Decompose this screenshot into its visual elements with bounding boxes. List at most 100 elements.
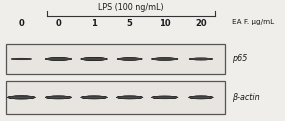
Ellipse shape xyxy=(117,96,142,99)
Ellipse shape xyxy=(190,97,212,98)
Ellipse shape xyxy=(190,97,212,98)
Ellipse shape xyxy=(45,96,72,99)
Ellipse shape xyxy=(117,58,142,60)
Ellipse shape xyxy=(46,58,71,60)
Ellipse shape xyxy=(11,58,31,60)
Ellipse shape xyxy=(8,97,34,98)
Ellipse shape xyxy=(152,96,178,98)
Ellipse shape xyxy=(11,58,31,60)
Ellipse shape xyxy=(190,58,212,60)
Ellipse shape xyxy=(117,58,142,60)
Ellipse shape xyxy=(47,97,70,98)
Ellipse shape xyxy=(190,97,212,98)
Ellipse shape xyxy=(9,97,34,98)
Ellipse shape xyxy=(117,58,142,60)
Ellipse shape xyxy=(82,97,106,98)
Ellipse shape xyxy=(46,58,71,60)
Ellipse shape xyxy=(152,58,177,60)
Ellipse shape xyxy=(82,97,106,98)
Ellipse shape xyxy=(153,97,177,98)
Ellipse shape xyxy=(189,58,213,60)
Ellipse shape xyxy=(11,58,32,60)
Ellipse shape xyxy=(11,58,32,60)
Ellipse shape xyxy=(152,97,177,98)
Ellipse shape xyxy=(82,58,106,60)
Ellipse shape xyxy=(45,58,72,60)
Ellipse shape xyxy=(190,58,212,60)
Ellipse shape xyxy=(11,58,31,60)
Ellipse shape xyxy=(117,57,142,60)
Ellipse shape xyxy=(190,97,212,98)
Ellipse shape xyxy=(152,58,178,60)
Ellipse shape xyxy=(46,96,71,99)
Ellipse shape xyxy=(11,58,31,60)
Ellipse shape xyxy=(118,97,141,98)
Ellipse shape xyxy=(45,57,72,60)
Ellipse shape xyxy=(117,96,142,98)
Ellipse shape xyxy=(81,57,107,60)
Ellipse shape xyxy=(118,58,141,60)
Ellipse shape xyxy=(190,58,212,60)
Ellipse shape xyxy=(189,96,213,99)
Ellipse shape xyxy=(46,58,71,60)
Ellipse shape xyxy=(11,58,32,60)
Ellipse shape xyxy=(82,97,106,98)
Ellipse shape xyxy=(117,58,142,60)
Ellipse shape xyxy=(189,96,213,99)
Ellipse shape xyxy=(46,96,71,98)
Ellipse shape xyxy=(118,97,142,98)
Ellipse shape xyxy=(116,96,143,99)
Ellipse shape xyxy=(46,58,71,60)
Ellipse shape xyxy=(9,97,34,98)
Ellipse shape xyxy=(45,58,72,60)
Ellipse shape xyxy=(46,58,71,60)
Ellipse shape xyxy=(8,97,34,98)
Ellipse shape xyxy=(11,58,31,60)
Ellipse shape xyxy=(82,97,106,98)
Ellipse shape xyxy=(11,58,31,60)
Text: EA F. μg/mL: EA F. μg/mL xyxy=(232,19,274,25)
Ellipse shape xyxy=(116,96,143,99)
Ellipse shape xyxy=(116,96,143,99)
Ellipse shape xyxy=(46,97,70,98)
Ellipse shape xyxy=(190,97,212,98)
Ellipse shape xyxy=(190,58,212,60)
Ellipse shape xyxy=(45,58,72,60)
Ellipse shape xyxy=(117,96,142,99)
Ellipse shape xyxy=(45,96,72,99)
Ellipse shape xyxy=(188,96,213,99)
Ellipse shape xyxy=(8,96,35,99)
Ellipse shape xyxy=(152,96,178,98)
Ellipse shape xyxy=(190,97,212,98)
Ellipse shape xyxy=(9,97,34,98)
Ellipse shape xyxy=(117,58,142,60)
Ellipse shape xyxy=(11,58,32,60)
Ellipse shape xyxy=(118,97,141,98)
Ellipse shape xyxy=(82,97,106,98)
Ellipse shape xyxy=(81,96,107,99)
Ellipse shape xyxy=(152,58,178,60)
Ellipse shape xyxy=(8,96,34,98)
Ellipse shape xyxy=(117,97,142,98)
Ellipse shape xyxy=(82,97,107,98)
Ellipse shape xyxy=(189,96,213,99)
Ellipse shape xyxy=(153,97,176,98)
Text: 5: 5 xyxy=(127,19,133,28)
Ellipse shape xyxy=(46,96,71,98)
Ellipse shape xyxy=(82,97,106,98)
Ellipse shape xyxy=(190,97,212,98)
Ellipse shape xyxy=(153,97,177,98)
Ellipse shape xyxy=(82,97,106,98)
Ellipse shape xyxy=(8,96,35,99)
Ellipse shape xyxy=(152,97,177,98)
Text: 0: 0 xyxy=(19,19,24,28)
Ellipse shape xyxy=(118,97,142,98)
Ellipse shape xyxy=(152,96,178,99)
Ellipse shape xyxy=(153,97,176,98)
Ellipse shape xyxy=(46,58,71,60)
Ellipse shape xyxy=(189,96,213,99)
Ellipse shape xyxy=(46,96,71,99)
Ellipse shape xyxy=(47,97,70,98)
Ellipse shape xyxy=(151,57,178,60)
Ellipse shape xyxy=(11,58,32,60)
